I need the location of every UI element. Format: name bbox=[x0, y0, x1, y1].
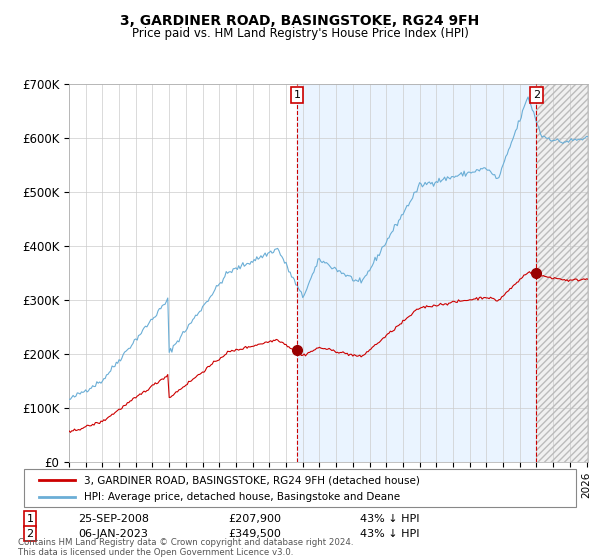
Text: £349,500: £349,500 bbox=[228, 529, 281, 539]
Text: 3, GARDINER ROAD, BASINGSTOKE, RG24 9FH (detached house): 3, GARDINER ROAD, BASINGSTOKE, RG24 9FH … bbox=[84, 475, 420, 485]
Text: Contains HM Land Registry data © Crown copyright and database right 2024.
This d: Contains HM Land Registry data © Crown c… bbox=[18, 538, 353, 557]
Text: 3, GARDINER ROAD, BASINGSTOKE, RG24 9FH: 3, GARDINER ROAD, BASINGSTOKE, RG24 9FH bbox=[121, 14, 479, 28]
Bar bbox=[536, 84, 588, 462]
Text: £207,900: £207,900 bbox=[228, 514, 281, 524]
Text: 43% ↓ HPI: 43% ↓ HPI bbox=[360, 529, 419, 539]
Bar bbox=[297, 84, 536, 462]
Text: 25-SEP-2008: 25-SEP-2008 bbox=[78, 514, 149, 524]
Text: 06-JAN-2023: 06-JAN-2023 bbox=[78, 529, 148, 539]
Text: Price paid vs. HM Land Registry's House Price Index (HPI): Price paid vs. HM Land Registry's House … bbox=[131, 27, 469, 40]
Text: 1: 1 bbox=[293, 90, 301, 100]
Bar bbox=[536, 84, 588, 462]
Text: 1: 1 bbox=[26, 514, 34, 524]
Text: 2: 2 bbox=[533, 90, 540, 100]
Text: 43% ↓ HPI: 43% ↓ HPI bbox=[360, 514, 419, 524]
Text: HPI: Average price, detached house, Basingstoke and Deane: HPI: Average price, detached house, Basi… bbox=[84, 492, 400, 502]
Text: 2: 2 bbox=[26, 529, 34, 539]
